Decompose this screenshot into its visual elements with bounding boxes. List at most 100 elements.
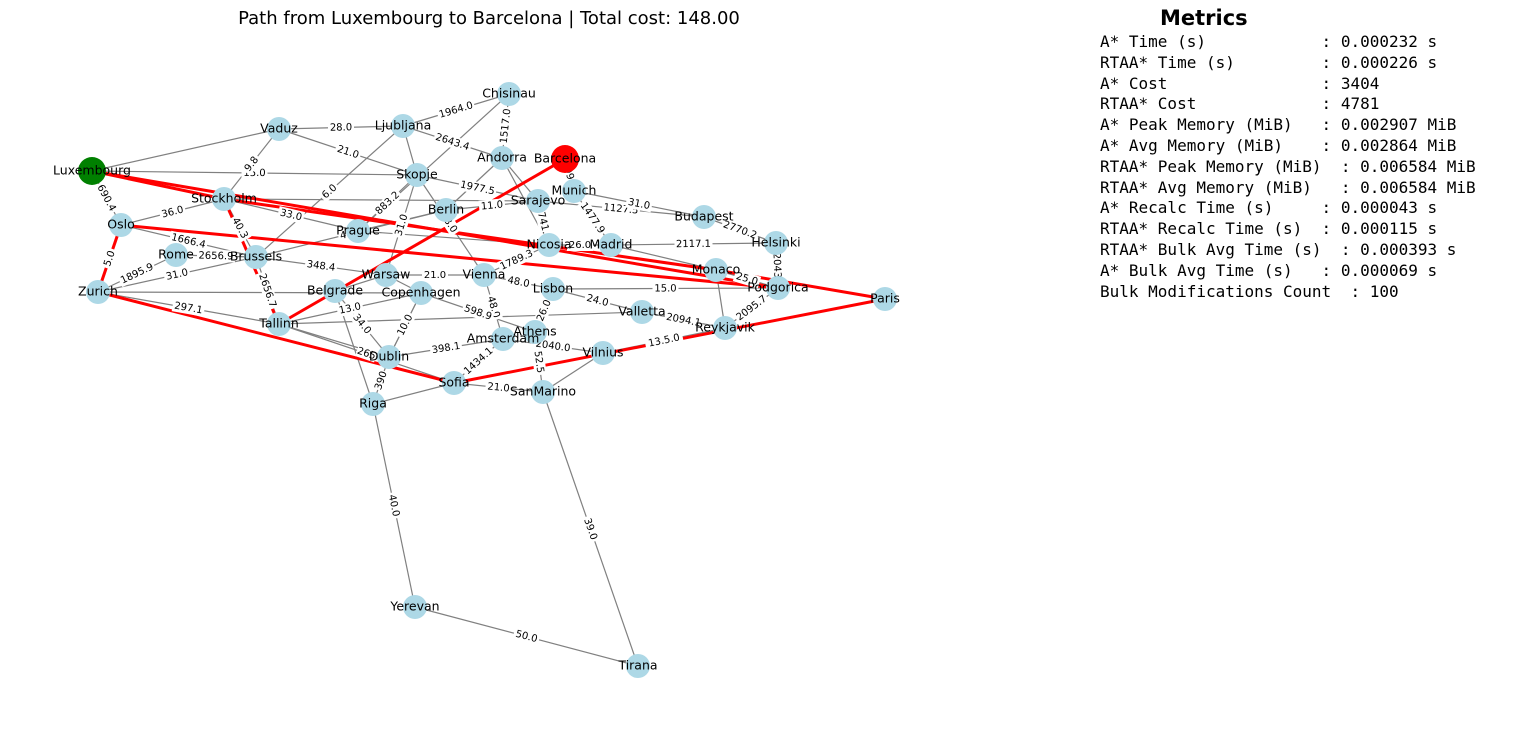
edge-label: 1434.1 — [462, 346, 495, 378]
node-tirana — [626, 654, 650, 678]
metric-label: Bulk Modifications Count — [1100, 281, 1332, 301]
node-label-sanmarino: SanMarino — [510, 384, 576, 399]
node-luxembourg — [78, 157, 106, 185]
edge-label: 2117.1 — [676, 239, 711, 250]
edge-label-group: 34.0 — [349, 310, 375, 338]
edge-label: 39.0 — [581, 517, 599, 542]
node-chisinau — [497, 82, 521, 106]
edge-label: 15.0 — [654, 283, 676, 294]
edge-label: 28.0 — [330, 122, 353, 134]
node-label-madrid: Madrid — [590, 237, 633, 252]
edge-label: 1895.9 — [119, 261, 155, 286]
node-berlin — [434, 198, 458, 222]
path-edge-stockholm-monaco — [223, 197, 717, 272]
edge-label-background — [496, 246, 537, 274]
edge-label-background — [644, 330, 684, 351]
edge-label-background — [304, 257, 338, 275]
metric-value: : 0.006584 MiB — [1321, 156, 1476, 176]
edge-label-group: 390 — [372, 369, 390, 392]
edge-zurich-copenhagen — [97, 291, 422, 294]
edge-label-background — [385, 491, 403, 520]
node-label-prague: Prague — [336, 223, 380, 238]
node-stockholm — [212, 187, 236, 211]
node-label-helsinki: Helsinki — [751, 235, 800, 250]
node-munich — [562, 179, 586, 203]
node-vienna — [472, 263, 496, 287]
metrics-title: Metrics — [1160, 6, 1248, 30]
node-madrid — [599, 233, 623, 257]
node-label-munich: Munich — [552, 183, 597, 198]
edge-label: 398.1 — [431, 341, 461, 356]
node-label-luxembourg: Luxembourg — [53, 163, 131, 178]
node-sanmarino — [531, 380, 555, 404]
edge-label-background — [478, 198, 506, 213]
edge-label: 1517.0 — [499, 108, 514, 144]
edge-label-background — [504, 273, 533, 291]
edge-label-group: 52.5 — [531, 348, 547, 376]
path-edge-oslo-podgorica — [120, 223, 779, 290]
metric-value: : 0.002907 MiB — [1311, 115, 1457, 135]
node-athens — [523, 320, 547, 344]
metric-label: A* Bulk Avg Time (s) — [1100, 260, 1312, 280]
metric-label: RTAA* Cost — [1100, 94, 1312, 114]
node-label-rome: Rome — [158, 247, 194, 262]
node-label-nicosia: Nicosia — [527, 237, 572, 252]
node-label-sarajevo: Sarajevo — [511, 193, 566, 208]
edge-label-group: 1517.0 — [497, 106, 514, 146]
edge-label: 15.0 — [243, 168, 265, 179]
edge-label-background — [497, 106, 514, 146]
metric-value: : 0.000232 s — [1311, 32, 1438, 51]
node-sofia — [442, 371, 466, 395]
edge-label-background — [533, 296, 555, 325]
node-tallinn — [267, 312, 291, 336]
node-ljubljana — [391, 114, 415, 138]
node-monaco — [704, 258, 728, 282]
metric-value: : 0.000115 s — [1311, 219, 1438, 239]
edge-label-group: 2656.7 — [255, 270, 280, 311]
node-prague — [346, 219, 370, 243]
edge-label-background — [663, 310, 704, 330]
node-budapest — [692, 205, 716, 229]
edge-label-background — [583, 291, 612, 310]
node-label-lisbon: Lisbon — [533, 281, 573, 296]
metric-label: RTAA* Time (s) — [1100, 52, 1312, 72]
edge-label-background — [372, 369, 390, 392]
node-lisbon — [541, 277, 565, 301]
edge-label-group: 40.0 — [385, 491, 403, 520]
metric-value: : 0.002864 MiB — [1311, 135, 1457, 155]
node-dublin — [377, 345, 401, 369]
edge-label-background — [484, 292, 503, 322]
node-reykjavik — [713, 316, 737, 340]
path-edge-zurich-sofia — [97, 290, 455, 385]
node-label-warsaw: Warsaw — [362, 267, 411, 282]
edge-label-background — [460, 301, 496, 324]
edge-label-background — [460, 343, 497, 379]
edge-label-background — [163, 265, 191, 284]
metric-value: : 0.000226 s — [1311, 52, 1438, 72]
node-yerevan — [403, 595, 427, 619]
edge-label: 40.0 — [386, 494, 401, 518]
edge-label: 26.0 — [535, 298, 554, 323]
node-label-vaduz: Vaduz — [260, 121, 298, 136]
node-label-sofia: Sofia — [438, 375, 469, 390]
edge-label-group: 21.0 — [484, 380, 513, 395]
edge-tallinn-valletta — [278, 311, 643, 325]
node-rome — [164, 243, 188, 267]
edge-label: 883.2 — [374, 190, 402, 218]
edge-label-background — [531, 348, 547, 376]
edge-label: 21.0 — [487, 381, 510, 394]
edge-label-background — [318, 180, 341, 203]
edge-label: 24.0 — [585, 293, 609, 309]
edge-label: 21.0 — [336, 144, 361, 161]
edge-label-group: 31.0 — [163, 265, 191, 284]
edge-label-group: 398.1 — [429, 339, 463, 357]
edge-label-background — [429, 339, 463, 357]
node-label-tallinn: Tallinn — [258, 316, 299, 331]
edge-label-background — [355, 344, 378, 363]
edge-label-background — [732, 269, 762, 289]
node-amsterdam — [491, 327, 515, 351]
edge-label-background — [512, 627, 541, 646]
node-andorra — [490, 146, 514, 170]
edge-label-background — [652, 282, 679, 295]
node-label-monaco: Monaco — [692, 262, 741, 277]
